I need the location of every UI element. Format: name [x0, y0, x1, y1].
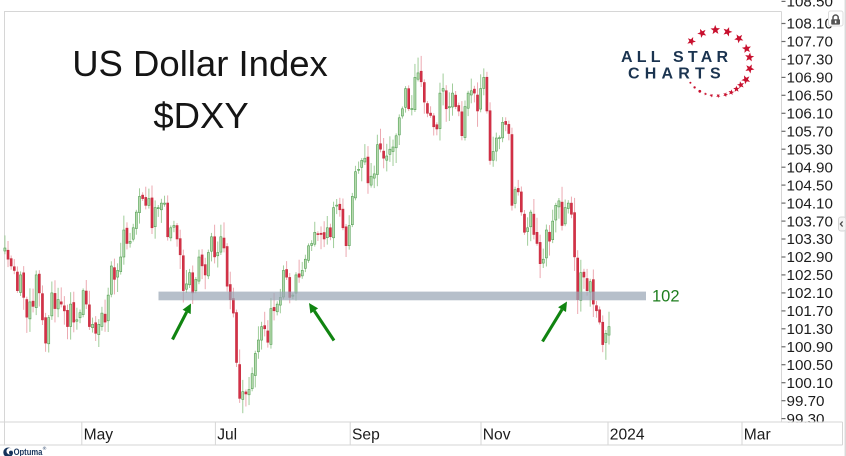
svg-text:100.90: 100.90 — [787, 339, 833, 356]
svg-text:104.90: 104.90 — [787, 159, 833, 176]
svg-text:103.30: 103.30 — [787, 231, 833, 248]
svg-text:$DXY: $DXY — [153, 95, 248, 136]
svg-text:105.30: 105.30 — [787, 141, 833, 158]
svg-text:108.50: 108.50 — [787, 0, 833, 11]
svg-text:104.10: 104.10 — [787, 195, 833, 212]
svg-text:Mar: Mar — [744, 427, 771, 444]
svg-text:101.30: 101.30 — [787, 321, 833, 338]
svg-text:99.70: 99.70 — [787, 393, 825, 410]
svg-text:102.50: 102.50 — [787, 267, 833, 284]
svg-text:ALL STAR: ALL STAR — [621, 49, 732, 66]
svg-text:Nov: Nov — [483, 427, 511, 444]
svg-text:106.90: 106.90 — [787, 70, 833, 87]
svg-text:2024: 2024 — [610, 427, 645, 444]
svg-text:105.70: 105.70 — [787, 124, 833, 141]
svg-text:104.50: 104.50 — [787, 177, 833, 194]
svg-text:107.70: 107.70 — [787, 34, 833, 51]
svg-text:103.70: 103.70 — [787, 213, 833, 230]
svg-text:Jul: Jul — [217, 427, 237, 444]
svg-text:®: ® — [43, 445, 47, 452]
svg-text:102.10: 102.10 — [787, 285, 833, 302]
svg-text:101.70: 101.70 — [787, 303, 833, 320]
svg-text:107.30: 107.30 — [787, 52, 833, 69]
svg-text:106.10: 106.10 — [787, 106, 833, 123]
svg-text:102: 102 — [652, 288, 680, 306]
svg-text:106.50: 106.50 — [787, 88, 833, 105]
svg-text:US Dollar Index: US Dollar Index — [72, 43, 328, 84]
svg-text:Sep: Sep — [352, 427, 380, 444]
svg-text:102.90: 102.90 — [787, 249, 833, 266]
svg-text:108.10: 108.10 — [787, 16, 833, 33]
svg-text:May: May — [84, 427, 114, 444]
svg-text:CHARTS: CHARTS — [628, 66, 726, 83]
svg-text:100.50: 100.50 — [787, 357, 833, 374]
svg-text:100.10: 100.10 — [787, 375, 833, 392]
svg-text:Optuma: Optuma — [14, 447, 44, 456]
